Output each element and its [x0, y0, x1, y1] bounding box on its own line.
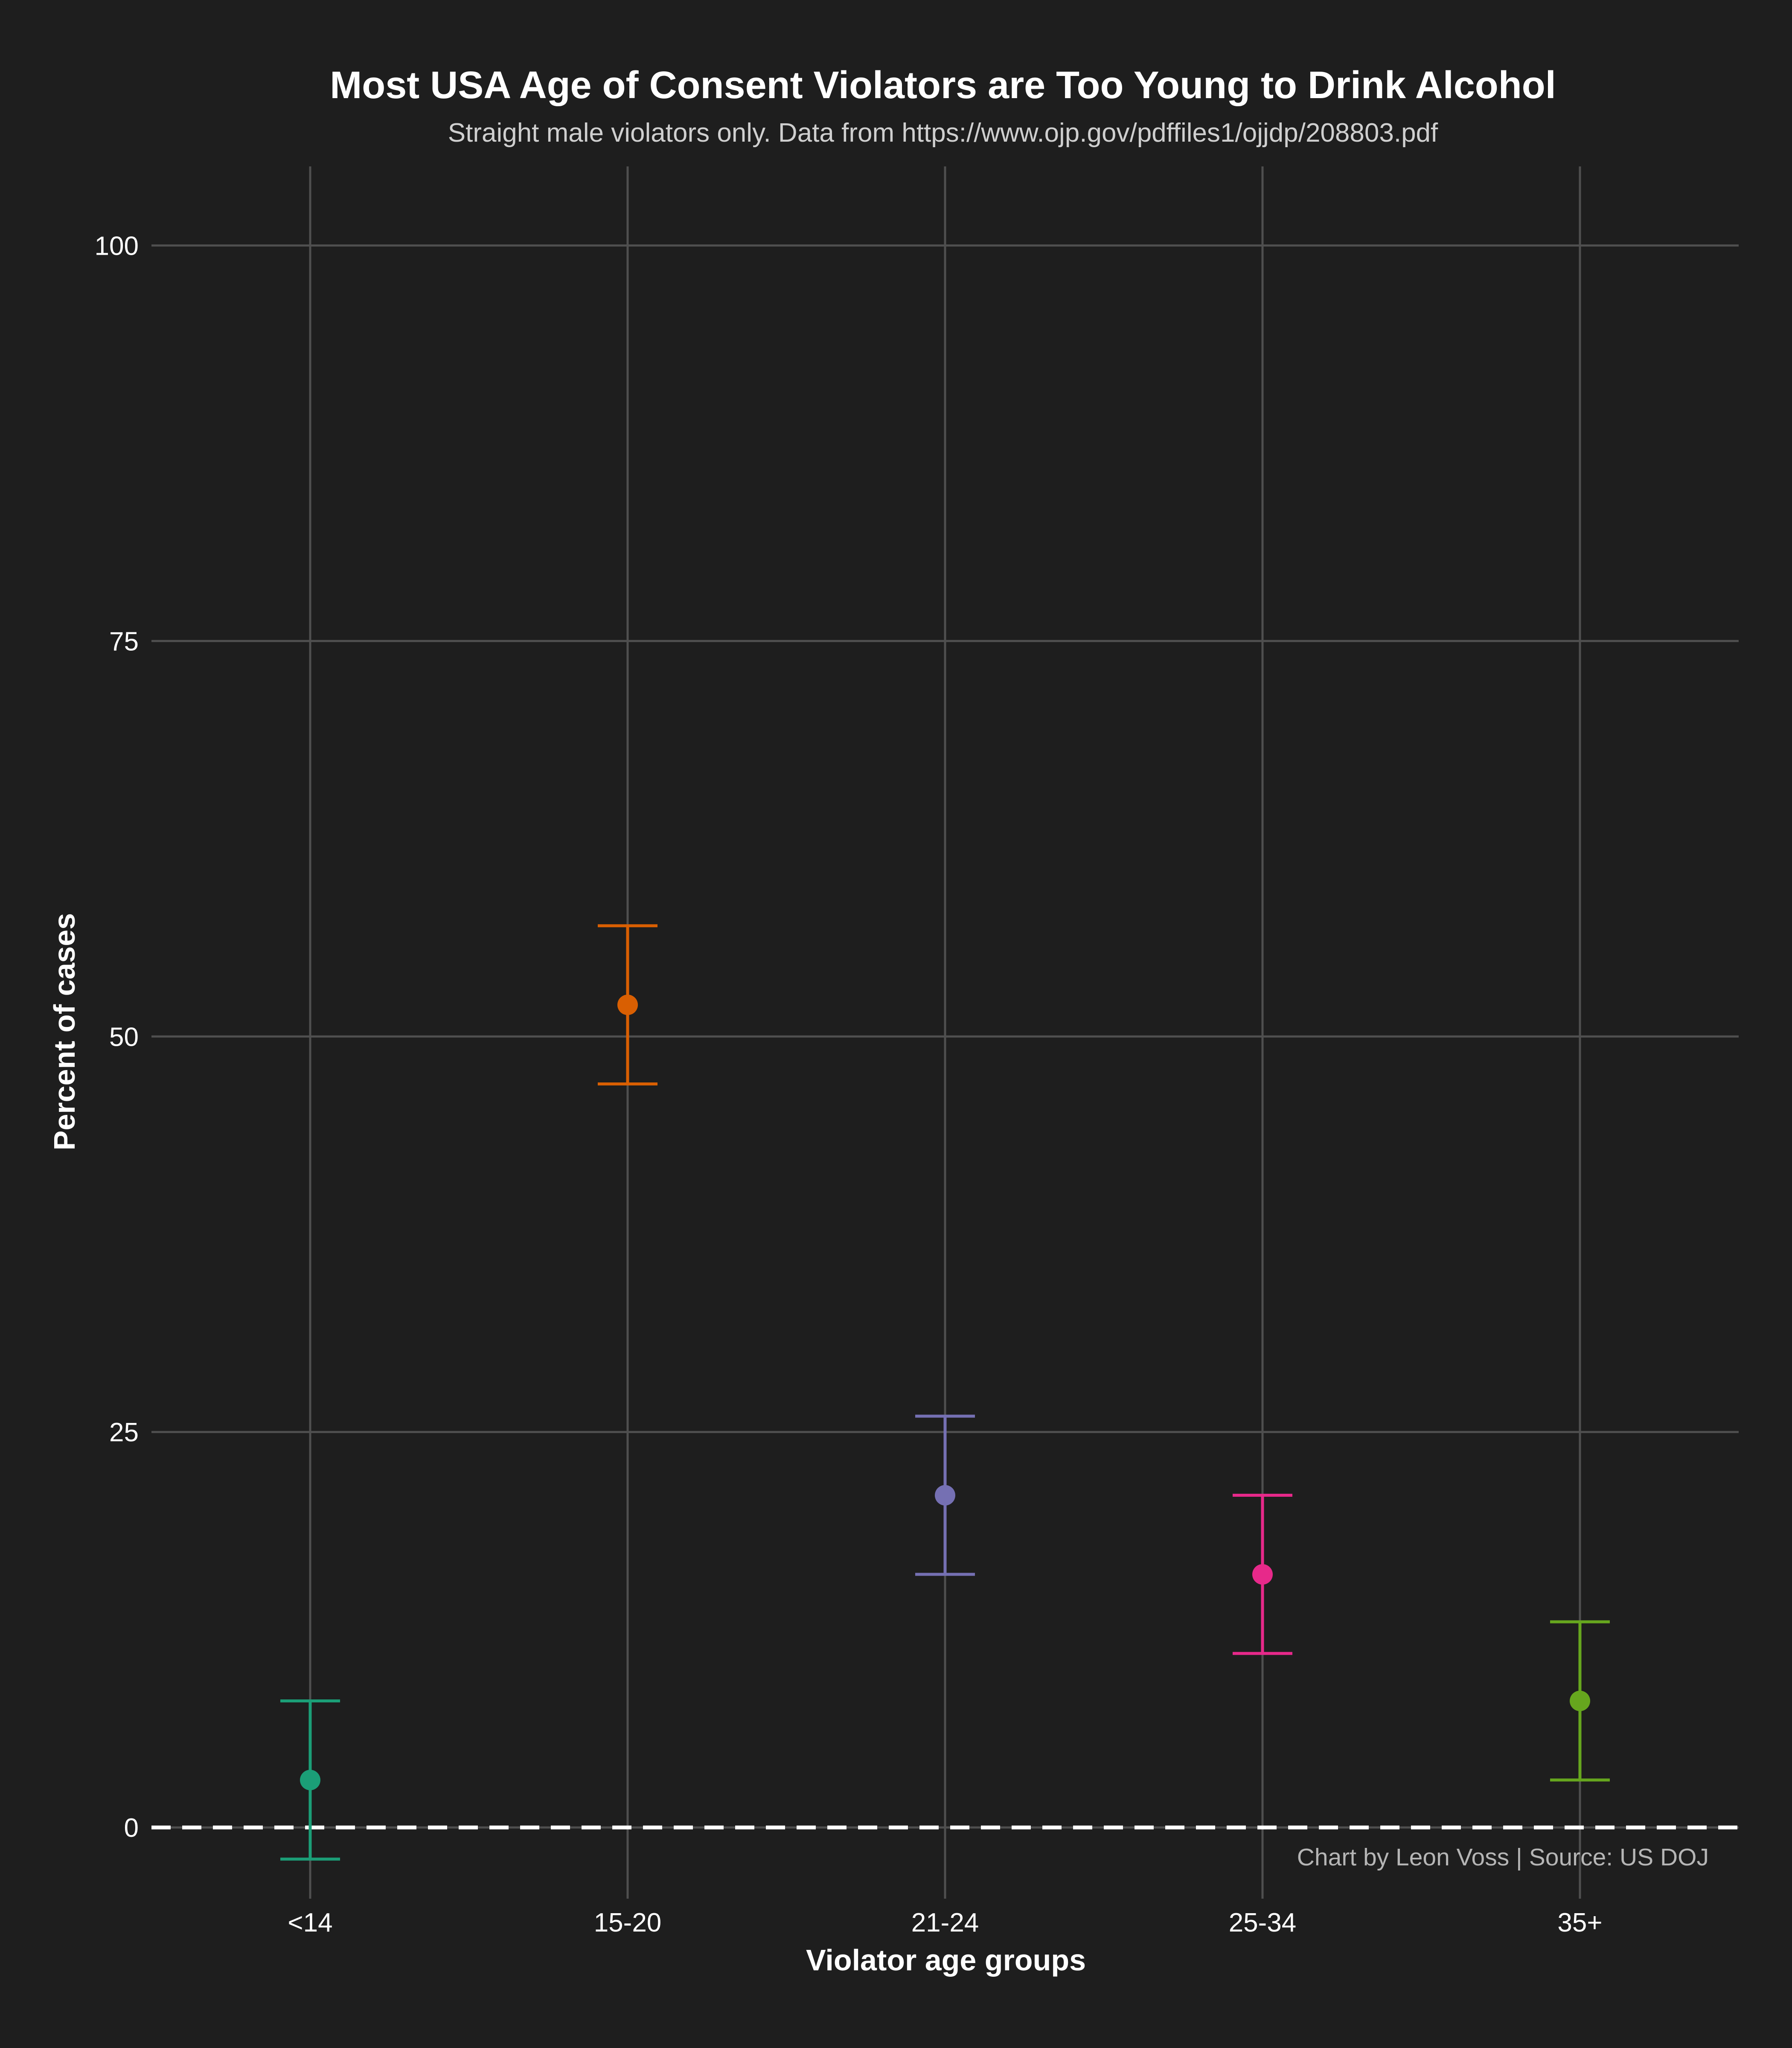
data-point — [300, 1769, 320, 1790]
x-tick-label: <14 — [288, 1908, 332, 1937]
chart-subtitle: Straight male violators only. Data from … — [448, 118, 1438, 148]
y-tick-label: 25 — [109, 1418, 139, 1447]
x-tick-label: 21-24 — [911, 1908, 979, 1937]
data-point — [935, 1485, 955, 1506]
y-tick-label: 100 — [95, 231, 139, 261]
y-tick-label: 50 — [109, 1022, 139, 1052]
chart-caption: Chart by Leon Voss | Source: US DOJ — [1297, 1844, 1709, 1871]
data-point — [1252, 1564, 1273, 1585]
y-tick-label: 75 — [109, 627, 139, 656]
chart-title: Most USA Age of Consent Violators are To… — [330, 64, 1556, 107]
tick-label-layer: 0 25 50 75 100 <14 15-20 21-24 25-34 35+ — [95, 231, 1603, 1937]
y-tick-label: 0 — [124, 1813, 139, 1843]
x-axis-title: Violator age groups — [806, 1943, 1086, 1977]
grid-layer — [151, 166, 1739, 1899]
data-point — [617, 995, 638, 1015]
x-tick-label: 35+ — [1557, 1908, 1602, 1937]
point-layer — [300, 995, 1590, 1790]
data-point — [1570, 1690, 1590, 1711]
x-tick-label: 25-34 — [1229, 1908, 1297, 1937]
y-axis-title: Percent of cases — [48, 913, 81, 1150]
x-tick-label: 15-20 — [594, 1908, 662, 1937]
